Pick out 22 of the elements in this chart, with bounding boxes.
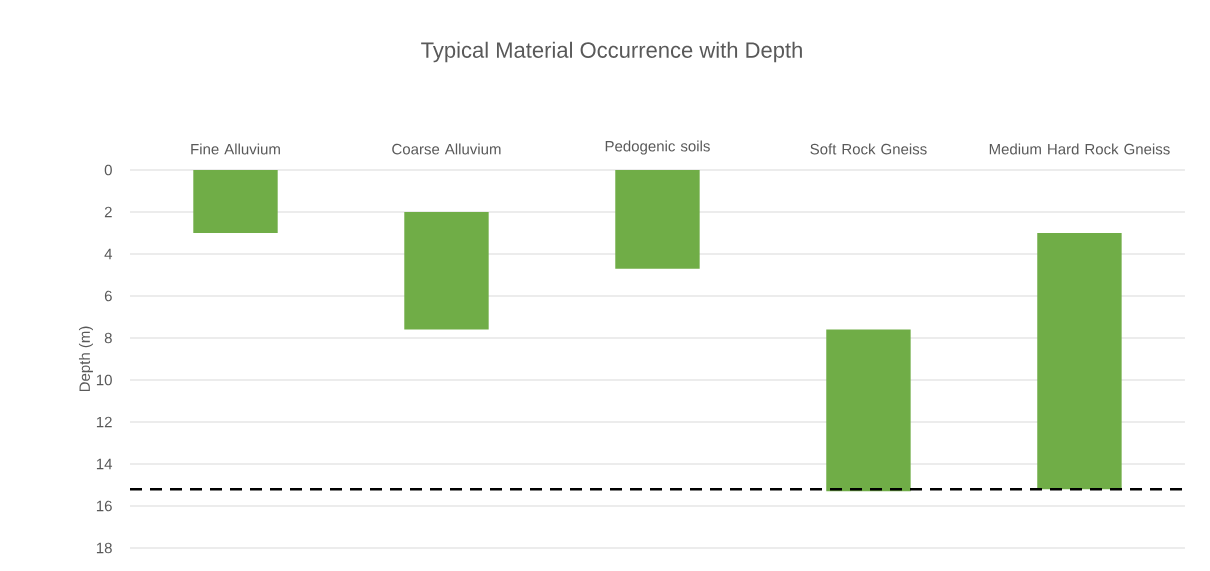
bar <box>615 170 700 269</box>
bar <box>404 212 489 330</box>
y-tick-label: 6 <box>104 290 112 302</box>
y-tick-label: 10 <box>96 374 112 386</box>
y-tick-label: 16 <box>96 500 112 512</box>
y-tick-label: 0 <box>104 164 112 176</box>
y-tick-label: 18 <box>96 542 112 554</box>
y-tick-label: 12 <box>96 416 112 428</box>
x-tick-label: Coarse Alluvium <box>392 143 501 155</box>
chart-title: Typical Material Occurrence with Depth <box>421 41 802 63</box>
bar <box>1037 233 1122 490</box>
y-tick-label: 4 <box>104 248 113 260</box>
y-tick-label: 14 <box>96 458 113 470</box>
y-tick-label: 8 <box>104 332 112 344</box>
bar <box>826 329 911 492</box>
bar <box>193 170 278 233</box>
y-tick-label: 2 <box>104 206 112 218</box>
x-tick-label: Pedogenic soils <box>605 140 710 155</box>
x-tick-label: Soft Rock Gneiss <box>810 143 927 155</box>
x-tick-label: Fine Alluvium <box>191 143 280 155</box>
y-axis-title: Depth (m) <box>78 326 93 392</box>
x-tick-label: Medium Hard Rock Gneiss <box>989 143 1170 155</box>
